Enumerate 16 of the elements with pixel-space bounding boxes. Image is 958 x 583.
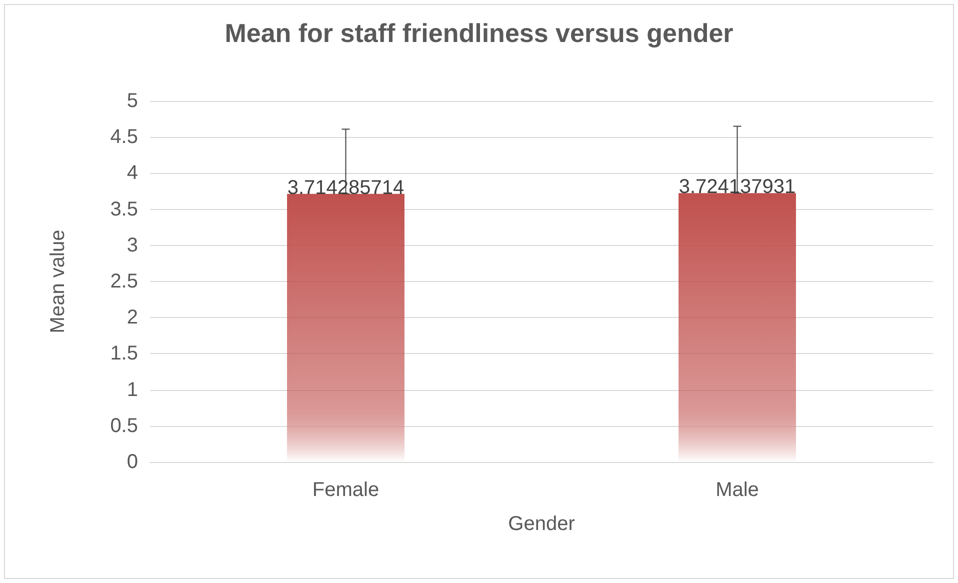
y-tick-label: 5 <box>126 90 138 112</box>
x-axis-title: Gender <box>508 513 576 535</box>
y-axis-title: Mean value <box>47 230 69 334</box>
chart-title: Mean for staff friendliness versus gender <box>224 18 734 48</box>
y-tick-label: 4 <box>126 162 138 184</box>
y-tick-label: 0 <box>126 451 138 473</box>
x-tick-label: Male <box>716 479 759 501</box>
y-tick-label: 2.5 <box>110 270 138 292</box>
y-tick-label: 2 <box>126 306 138 329</box>
y-tick-label: 3 <box>126 234 138 256</box>
y-tick-label: 0.5 <box>110 414 138 437</box>
y-tick-label: 3.5 <box>110 198 138 220</box>
x-tick-label: Female <box>312 479 380 501</box>
y-tick-label: 1 <box>126 378 138 401</box>
y-tick-label: 1.5 <box>110 342 138 365</box>
y-tick-label: 4.5 <box>110 126 138 148</box>
